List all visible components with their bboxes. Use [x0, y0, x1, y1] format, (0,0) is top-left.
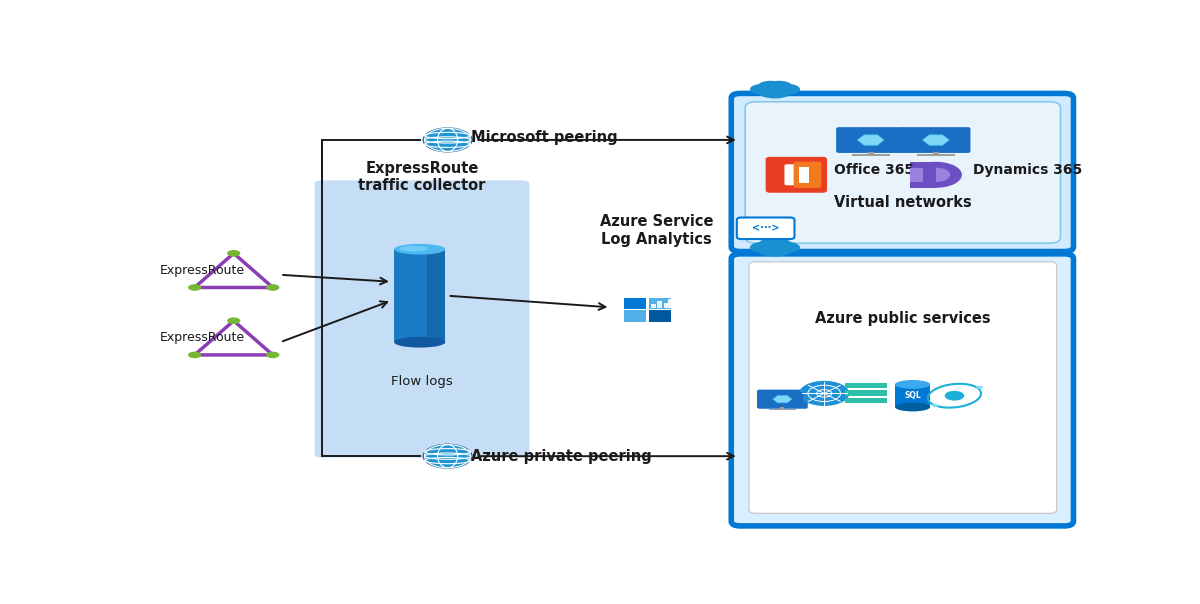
Bar [664, 303, 668, 309]
Text: Azure public services: Azure public services [816, 312, 991, 327]
Ellipse shape [767, 239, 792, 249]
Text: Flow logs: Flow logs [391, 374, 452, 388]
FancyBboxPatch shape [785, 164, 809, 185]
FancyBboxPatch shape [766, 157, 827, 193]
Ellipse shape [757, 84, 793, 98]
Bar [769, 410, 796, 411]
Circle shape [931, 404, 938, 407]
Ellipse shape [750, 84, 778, 95]
Circle shape [422, 443, 473, 469]
Bar [649, 298, 671, 309]
FancyBboxPatch shape [731, 254, 1074, 526]
Circle shape [944, 391, 965, 400]
Text: Azure Service
Log Analytics: Azure Service Log Analytics [600, 214, 714, 246]
Ellipse shape [394, 337, 445, 347]
Circle shape [266, 284, 280, 291]
Bar [799, 167, 809, 182]
Bar [845, 390, 888, 396]
Ellipse shape [773, 84, 800, 95]
Ellipse shape [757, 242, 793, 257]
Polygon shape [773, 396, 792, 403]
Text: ExpressRoute: ExpressRoute [160, 331, 245, 344]
Circle shape [977, 386, 983, 389]
Polygon shape [923, 135, 949, 146]
Bar [624, 310, 646, 321]
Bar [394, 249, 445, 342]
FancyBboxPatch shape [749, 262, 1057, 513]
Text: Microsoft peering: Microsoft peering [470, 130, 618, 145]
Bar [845, 382, 888, 388]
Bar [652, 304, 656, 309]
Ellipse shape [767, 81, 792, 91]
Text: Virtual networks: Virtual networks [834, 195, 972, 210]
Bar [910, 168, 923, 182]
Bar [758, 248, 791, 251]
Circle shape [227, 250, 240, 257]
Text: SQL: SQL [905, 391, 920, 400]
Bar [624, 298, 646, 309]
FancyBboxPatch shape [737, 217, 794, 239]
Circle shape [266, 352, 280, 358]
Polygon shape [857, 135, 884, 146]
FancyBboxPatch shape [793, 162, 821, 188]
Ellipse shape [394, 244, 445, 254]
Ellipse shape [400, 246, 427, 251]
Bar [934, 152, 938, 155]
Ellipse shape [758, 239, 782, 249]
Bar [762, 392, 803, 406]
FancyBboxPatch shape [745, 102, 1061, 243]
Text: Office 365: Office 365 [834, 163, 913, 177]
Circle shape [425, 445, 470, 467]
Bar [895, 384, 930, 407]
Text: Dynamics 365: Dynamics 365 [973, 163, 1082, 177]
Ellipse shape [895, 403, 930, 411]
Bar [668, 300, 673, 309]
Bar [907, 130, 965, 150]
FancyBboxPatch shape [757, 390, 808, 409]
Circle shape [188, 284, 202, 291]
Text: ExpressRoute
traffic collector: ExpressRoute traffic collector [359, 161, 486, 193]
FancyBboxPatch shape [731, 94, 1074, 251]
Bar [780, 407, 785, 410]
Circle shape [227, 318, 240, 324]
Bar [427, 249, 445, 342]
Bar [852, 154, 890, 156]
Bar [649, 310, 671, 321]
Bar [868, 152, 874, 155]
Bar [841, 130, 900, 150]
Circle shape [188, 352, 202, 358]
FancyBboxPatch shape [836, 127, 905, 153]
FancyBboxPatch shape [901, 127, 971, 153]
Ellipse shape [773, 242, 800, 253]
FancyBboxPatch shape [314, 181, 529, 458]
Circle shape [425, 129, 470, 152]
Text: <···>: <···> [752, 223, 780, 233]
Bar [658, 301, 662, 309]
Circle shape [910, 162, 962, 188]
Bar [917, 154, 955, 156]
Ellipse shape [750, 242, 778, 253]
Bar [845, 397, 888, 403]
Bar [910, 162, 936, 188]
Circle shape [422, 127, 473, 152]
Circle shape [922, 168, 950, 182]
Bar [758, 90, 791, 92]
Ellipse shape [758, 81, 782, 91]
Text: Azure private peering: Azure private peering [470, 449, 652, 464]
Circle shape [799, 381, 850, 406]
Text: ExpressRoute: ExpressRoute [160, 263, 245, 277]
Ellipse shape [895, 380, 930, 389]
